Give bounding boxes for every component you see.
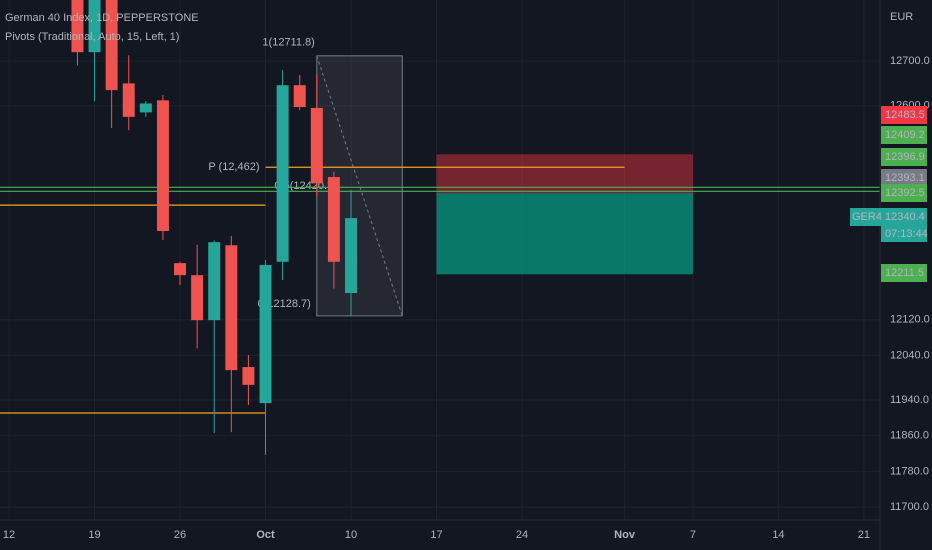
- last-price-label: 12340.4: [885, 211, 925, 223]
- price-badge: [881, 148, 927, 166]
- y-tick-label: 12120.0: [890, 314, 930, 326]
- candle-body: [310, 107, 323, 184]
- candle-body: [327, 177, 340, 262]
- candle-body: [139, 103, 152, 113]
- candle-body: [345, 218, 357, 294]
- y-tick-label: 11940.0: [890, 394, 929, 406]
- candle-body: [225, 245, 238, 371]
- y-tick-label: 11780.0: [890, 465, 929, 477]
- price-badge-label: 12396.9: [885, 151, 925, 163]
- symbol-tag: [850, 208, 881, 226]
- x-tick-label: 12: [3, 529, 15, 541]
- currency: EUR: [890, 11, 913, 23]
- x-tick-label: 17: [430, 529, 442, 541]
- x-tick-label: 10: [345, 529, 357, 541]
- symbol-tag-label: GER40: [852, 211, 888, 223]
- y-tick-label: 12040.0: [890, 349, 930, 361]
- price-badge: [881, 169, 927, 187]
- candle-body: [276, 85, 289, 262]
- candle-body: [242, 367, 255, 385]
- candle-body: [293, 85, 306, 108]
- y-tick-label: 11860.0: [890, 430, 929, 442]
- candle-body: [259, 264, 272, 404]
- price-badge-label: 12483.5: [885, 109, 925, 121]
- x-tick-label: 19: [88, 529, 100, 541]
- x-tick-label: 7: [690, 529, 696, 541]
- x-tick-label: 21: [858, 529, 870, 541]
- candle-body: [122, 83, 135, 117]
- candle-body: [88, 0, 101, 53]
- x-tick-label: 26: [174, 529, 186, 541]
- price-badge: [881, 106, 927, 124]
- x-tick-label: 24: [516, 529, 528, 541]
- x-tick-label: Nov: [614, 529, 636, 541]
- fib-diagonal: [316, 55, 403, 317]
- level-label: P (12,462): [208, 161, 259, 173]
- x-tick-label: 14: [772, 529, 784, 541]
- price-badge: [881, 264, 927, 282]
- price-badge: [881, 184, 927, 202]
- last-price-badge: [881, 208, 927, 242]
- x-tick-label: Oct: [256, 529, 275, 541]
- countdown-label: 07:13:44: [885, 228, 928, 240]
- price-badge-label: 12393.1: [885, 172, 925, 184]
- price-badge: [881, 126, 927, 144]
- indicator-title: Pivots (Traditional, Auto, 15, Left, 1): [5, 31, 179, 43]
- candle-body: [156, 100, 169, 232]
- candle-body: [191, 275, 204, 321]
- candle-body: [71, 0, 84, 53]
- stop-zone: [436, 154, 693, 194]
- price-badge-label: 12409.2: [885, 129, 925, 141]
- candle-body: [105, 0, 118, 91]
- candle-body: [174, 263, 187, 276]
- fib-label: 1(12711.8): [262, 37, 314, 49]
- y-tick-label: 12700.0: [890, 55, 930, 67]
- chart-title: German 40 Index, 1D, PEPPERSTONE: [5, 12, 199, 24]
- price-badge-label: 12392.5: [885, 187, 925, 199]
- target-zone: [436, 193, 693, 275]
- price-badge-label: 12211.5: [885, 267, 924, 279]
- y-tick-label: 11700.0: [890, 501, 929, 513]
- candle-body: [208, 242, 221, 321]
